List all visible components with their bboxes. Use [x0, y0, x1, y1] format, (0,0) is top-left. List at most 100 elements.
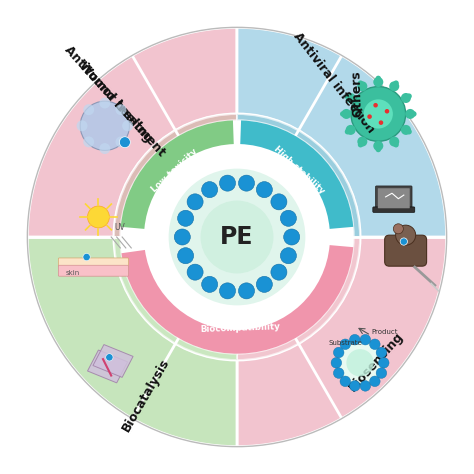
Circle shape	[281, 248, 296, 264]
Circle shape	[393, 142, 399, 147]
Circle shape	[360, 381, 371, 391]
Circle shape	[100, 143, 110, 154]
Circle shape	[360, 334, 371, 345]
Circle shape	[271, 194, 287, 210]
Circle shape	[357, 82, 367, 91]
Circle shape	[374, 77, 383, 87]
Circle shape	[219, 175, 236, 191]
Circle shape	[393, 224, 403, 234]
Circle shape	[385, 109, 389, 114]
Circle shape	[238, 175, 255, 191]
FancyBboxPatch shape	[385, 235, 427, 266]
Text: Low toxicity: Low toxicity	[150, 147, 200, 194]
Wedge shape	[114, 114, 237, 237]
Circle shape	[116, 137, 127, 147]
Wedge shape	[27, 237, 237, 447]
Circle shape	[411, 111, 417, 117]
Circle shape	[201, 201, 273, 273]
Text: Biosensing: Biosensing	[346, 330, 406, 394]
Circle shape	[346, 125, 356, 135]
Circle shape	[83, 137, 94, 147]
Wedge shape	[27, 27, 237, 237]
Circle shape	[238, 283, 255, 299]
Circle shape	[340, 111, 346, 117]
Circle shape	[174, 229, 191, 245]
Circle shape	[281, 210, 296, 226]
Wedge shape	[237, 114, 360, 237]
Circle shape	[337, 339, 384, 386]
Text: Antitumor treatment: Antitumor treatment	[62, 44, 168, 159]
Wedge shape	[114, 237, 237, 360]
Circle shape	[358, 81, 363, 86]
FancyBboxPatch shape	[58, 258, 128, 267]
Circle shape	[256, 182, 273, 198]
Circle shape	[401, 93, 411, 103]
FancyBboxPatch shape	[373, 207, 415, 212]
Polygon shape	[93, 345, 133, 377]
Text: Biocompatibility: Biocompatibility	[200, 322, 280, 334]
Wedge shape	[114, 114, 237, 237]
Circle shape	[106, 354, 113, 361]
Circle shape	[349, 334, 360, 345]
Circle shape	[393, 81, 399, 86]
Circle shape	[178, 210, 193, 226]
Circle shape	[389, 82, 399, 91]
Circle shape	[187, 194, 203, 210]
Circle shape	[219, 283, 236, 299]
Polygon shape	[88, 350, 128, 383]
Circle shape	[367, 114, 372, 119]
Circle shape	[406, 129, 412, 135]
Text: High stability: High stability	[272, 145, 326, 196]
Text: skin: skin	[65, 270, 80, 276]
Circle shape	[376, 368, 387, 378]
Circle shape	[378, 357, 389, 368]
Circle shape	[178, 248, 193, 264]
Circle shape	[375, 147, 381, 152]
Text: UV: UV	[114, 223, 125, 232]
Text: PE: PE	[220, 225, 254, 249]
Circle shape	[400, 238, 408, 245]
FancyBboxPatch shape	[58, 265, 128, 276]
Circle shape	[187, 264, 203, 280]
Wedge shape	[240, 120, 353, 229]
Circle shape	[122, 120, 133, 131]
Circle shape	[331, 357, 342, 368]
Circle shape	[340, 376, 351, 387]
Circle shape	[358, 142, 363, 147]
FancyBboxPatch shape	[375, 186, 412, 210]
Wedge shape	[237, 27, 447, 237]
Wedge shape	[121, 245, 353, 354]
Circle shape	[271, 264, 287, 280]
Circle shape	[256, 276, 273, 292]
Circle shape	[396, 225, 416, 245]
Circle shape	[349, 381, 360, 391]
Circle shape	[405, 109, 415, 119]
Circle shape	[83, 254, 90, 261]
Circle shape	[77, 120, 88, 131]
Wedge shape	[121, 120, 234, 229]
Circle shape	[351, 87, 406, 141]
Circle shape	[100, 98, 110, 109]
Circle shape	[401, 125, 411, 135]
Circle shape	[346, 93, 356, 103]
Circle shape	[364, 100, 393, 128]
Wedge shape	[237, 237, 447, 447]
Circle shape	[370, 339, 380, 349]
Circle shape	[374, 103, 378, 108]
Wedge shape	[237, 27, 447, 237]
Circle shape	[116, 104, 127, 115]
Circle shape	[283, 229, 300, 245]
Circle shape	[370, 376, 380, 387]
Circle shape	[80, 101, 129, 150]
Circle shape	[406, 93, 412, 99]
Text: Antiviral infection: Antiviral infection	[290, 29, 377, 135]
Text: Others: Others	[350, 70, 365, 118]
Wedge shape	[27, 27, 237, 237]
Text: Wound healing: Wound healing	[76, 59, 155, 144]
Circle shape	[201, 182, 218, 198]
Circle shape	[119, 137, 130, 148]
Circle shape	[201, 276, 218, 292]
Circle shape	[346, 349, 374, 376]
Circle shape	[345, 93, 350, 99]
Text: Biocatalysis: Biocatalysis	[119, 356, 172, 434]
